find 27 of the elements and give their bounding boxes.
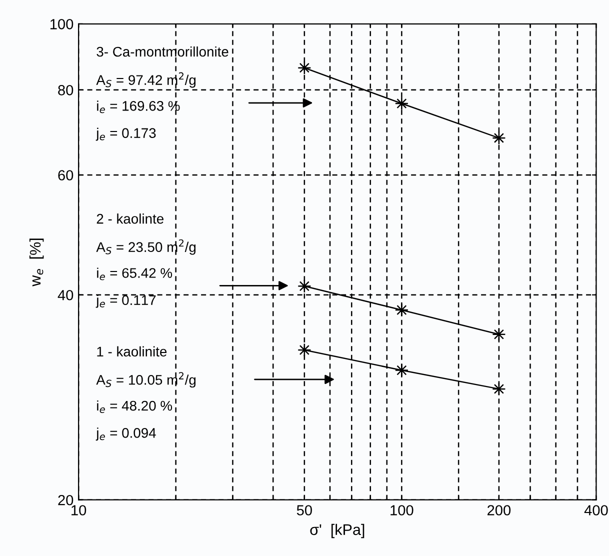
y-tick-label: 60 [58, 170, 74, 180]
x-tick-label: 50 [296, 505, 312, 516]
x-axis-title: σ' [kPa] [310, 524, 364, 538]
point [394, 303, 409, 317]
annotation: A$_{S}$ = 97.42 m$^{2}$/g [96, 72, 196, 88]
annotation: A$_{S}$ = 23.50 m$^{2}$/g [96, 239, 196, 255]
annotation: j$_{e}$ = 0.173 [96, 128, 156, 141]
x-tick-label: 200 [488, 505, 511, 516]
x-tick-label: 400 [584, 505, 608, 516]
point [394, 96, 409, 110]
y-tick-label: 80 [58, 84, 74, 96]
y-tick-label: 40 [58, 290, 74, 300]
annotation: i$_{e}$ = 169.63 % [97, 100, 180, 114]
annotation: 3- Ca-montmorillonite [96, 46, 228, 57]
annotation: 2 - kaolinte [96, 214, 164, 224]
y-tick-label: 100 [50, 19, 74, 30]
x-tick-label: 100 [390, 505, 414, 516]
x-tick-label: 10 [72, 505, 86, 516]
y-axis-title: w$_{e}$ [%] [29, 238, 44, 286]
annotation: j$_{e}$ = 0.117 [96, 294, 156, 308]
point [394, 363, 409, 378]
annotation: j$_{e}$ = 0.094 [96, 428, 156, 441]
y-tick-label: 20 [58, 494, 74, 506]
annotation: i$_{e}$ = 48.20 % [97, 400, 172, 413]
annotation: i$_{e}$ = 65.42 % [97, 268, 172, 280]
annotation: A$_{S}$ = 10.05 m$^{2}$/g [96, 372, 196, 388]
annotation: 1 - kaolinite [97, 346, 167, 357]
